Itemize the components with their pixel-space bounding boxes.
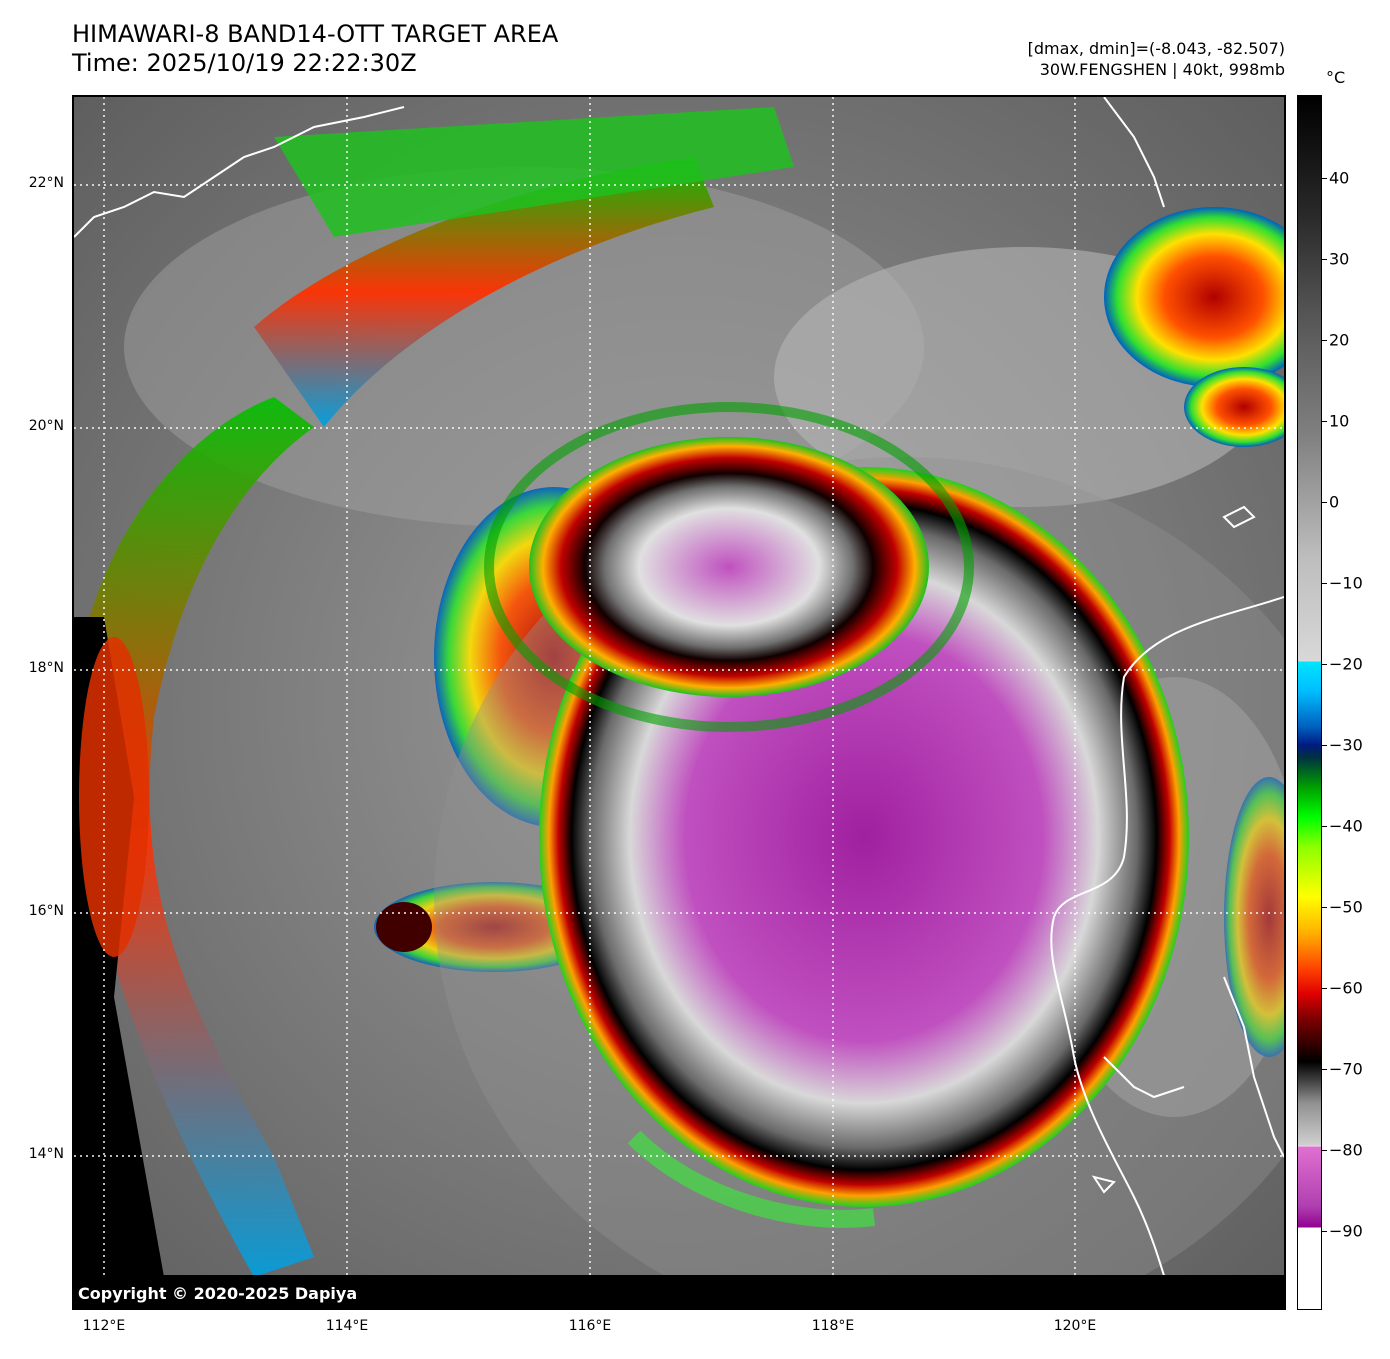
colorbar-tick-mark [1322, 421, 1327, 422]
colorbar-tick-mark [1322, 1231, 1327, 1232]
lon-label: 114°E [325, 1318, 369, 1334]
colorbar-tick-label: 30 [1329, 249, 1350, 269]
colorbar-tick-label: −90 [1329, 1221, 1363, 1241]
colorbar-tick-label: −40 [1329, 816, 1363, 836]
colorbar-tick-mark [1322, 1069, 1327, 1070]
title-block: HIMAWARI-8 BAND14-OTT TARGET AREA Time: … [72, 20, 558, 78]
colorbar-tick-mark [1322, 745, 1327, 746]
colorbar-tick-mark [1322, 907, 1327, 908]
colorbar-tick-mark [1322, 340, 1327, 341]
lon-label: 120°E [1053, 1318, 1097, 1334]
satellite-image [74, 97, 1284, 1308]
satellite-map [72, 95, 1286, 1310]
lon-label: 116°E [568, 1318, 612, 1334]
lat-label: 16°N [28, 903, 64, 919]
lon-label: 118°E [811, 1318, 855, 1334]
lon-label: 112°E [82, 1318, 126, 1334]
lat-label: 20°N [28, 418, 64, 434]
colorbar-tick-mark [1322, 502, 1327, 503]
colorbar-tick-mark [1322, 664, 1327, 665]
colorbar-tick-label: −60 [1329, 978, 1363, 998]
lat-label: 22°N [28, 175, 64, 191]
colorbar-tick-mark [1322, 826, 1327, 827]
colorbar-tick-label: −30 [1329, 735, 1363, 755]
colorbar-tick-mark [1322, 178, 1327, 179]
copyright-notice: Copyright © 2020-2025 Dapiya [78, 1284, 358, 1303]
lat-label: 18°N [28, 660, 64, 676]
temperature-range: [dmax, dmin]=(-8.043, -82.507) [1027, 39, 1285, 58]
info-block: [dmax, dmin]=(-8.043, -82.507) 30W.FENGS… [1028, 38, 1285, 80]
colorbar-tick-mark [1322, 1150, 1327, 1151]
colorbar-tick-label: −80 [1329, 1140, 1363, 1160]
lat-label: 14°N [28, 1146, 64, 1162]
map-time: Time: 2025/10/19 22:22:30Z [72, 49, 417, 77]
colorbar-tick-label: −20 [1329, 654, 1363, 674]
colorbar-tick-label: −50 [1329, 897, 1363, 917]
colorbar-tick-label: 10 [1329, 411, 1350, 431]
colorbar-tick-label: −10 [1329, 573, 1363, 593]
colorbar-unit: °C [1326, 68, 1346, 87]
storm-info: 30W.FENGSHEN | 40kt, 998mb [1039, 60, 1285, 79]
colorbar-tick-label: 20 [1329, 330, 1350, 350]
colorbar [1297, 95, 1322, 1310]
map-title: HIMAWARI-8 BAND14-OTT TARGET AREA [72, 20, 559, 48]
colorbar-tick-mark [1322, 988, 1327, 989]
colorbar-tick-label: 40 [1329, 168, 1350, 188]
colorbar-tick-mark [1322, 583, 1327, 584]
colorbar-tick-label: −70 [1329, 1059, 1363, 1079]
colorbar-tick-label: 0 [1329, 492, 1340, 512]
colorbar-tick-mark [1322, 259, 1327, 260]
